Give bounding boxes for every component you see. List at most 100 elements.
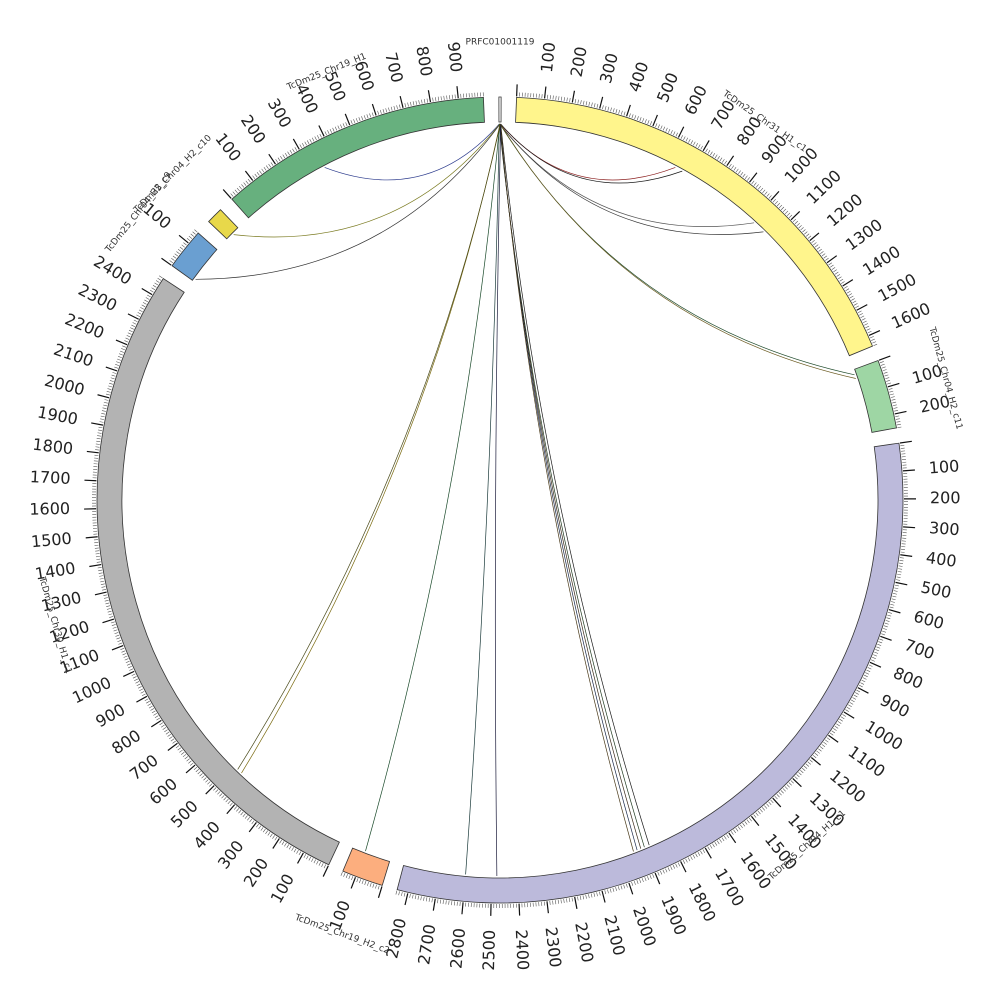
minor-tick	[663, 127, 665, 131]
minor-tick	[671, 130, 673, 134]
minor-tick	[683, 136, 685, 140]
major-tick	[245, 171, 252, 180]
tick-label: 2400	[90, 252, 135, 289]
minor-tick	[133, 676, 137, 678]
minor-tick	[117, 640, 121, 641]
minor-tick	[101, 584, 105, 585]
minor-tick	[797, 774, 800, 777]
minor-tick	[833, 270, 836, 272]
minor-tick	[316, 861, 318, 865]
minor-tick	[853, 301, 856, 303]
minor-tick	[901, 552, 905, 553]
minor-tick	[108, 386, 112, 387]
minor-tick	[246, 181, 248, 184]
minor-tick	[105, 400, 109, 401]
minor-tick	[132, 674, 136, 676]
minor-tick	[886, 620, 890, 621]
major-tick	[457, 86, 458, 98]
major-tick	[895, 411, 907, 414]
major-tick	[123, 671, 134, 676]
major-tick	[896, 582, 908, 584]
minor-tick	[859, 313, 863, 315]
minor-tick	[879, 639, 883, 640]
minor-tick	[825, 258, 828, 260]
minor-tick	[558, 96, 559, 100]
segment-label-PRFC01001119: PRFC01001119	[466, 38, 535, 48]
major-tick	[888, 383, 900, 386]
minor-tick	[103, 595, 107, 596]
minor-tick	[888, 612, 892, 613]
minor-tick	[178, 748, 181, 750]
minor-tick	[292, 847, 294, 850]
segments-layer	[97, 97, 903, 903]
minor-tick	[321, 863, 323, 867]
minor-tick	[173, 256, 176, 258]
minor-tick	[830, 265, 833, 267]
minor-tick	[855, 306, 859, 308]
minor-tick	[605, 106, 606, 110]
minor-tick	[111, 622, 115, 623]
minor-tick	[618, 886, 619, 890]
minor-tick	[847, 707, 850, 709]
minor-tick	[673, 131, 675, 135]
minor-tick	[561, 97, 562, 101]
major-tick	[828, 735, 838, 742]
minor-tick	[356, 118, 357, 122]
minor-tick	[838, 721, 841, 723]
major-tick	[223, 189, 231, 198]
minor-tick	[404, 893, 405, 897]
minor-tick	[171, 739, 174, 741]
major-tick	[681, 861, 686, 872]
minor-tick	[645, 119, 646, 123]
minor-tick	[655, 123, 657, 127]
minor-tick	[152, 711, 155, 713]
minor-tick	[607, 889, 608, 893]
tick-label: 1400	[859, 242, 904, 280]
minor-tick	[736, 828, 738, 831]
minor-tick	[202, 775, 205, 778]
minor-tick	[715, 842, 717, 845]
minor-tick	[101, 587, 105, 588]
major-tick	[678, 127, 683, 138]
minor-tick	[586, 101, 587, 105]
tick-label: 700	[126, 751, 162, 785]
minor-tick	[658, 125, 660, 129]
minor-tick	[835, 272, 838, 274]
minor-tick	[183, 243, 186, 246]
tick-label: 1000	[69, 673, 114, 707]
minor-tick	[715, 155, 717, 158]
minor-tick	[871, 339, 875, 341]
minor-tick	[727, 835, 729, 838]
minor-tick	[725, 161, 727, 164]
minor-tick	[671, 866, 673, 870]
minor-tick	[444, 96, 445, 100]
tick-label: 2400	[512, 929, 533, 971]
minor-tick	[555, 900, 556, 904]
minor-tick	[248, 179, 250, 182]
minor-tick	[639, 879, 640, 883]
minor-tick	[399, 105, 400, 109]
tick-label: 2100	[51, 340, 96, 371]
minor-tick	[850, 296, 853, 298]
minor-tick	[397, 105, 398, 109]
minor-tick	[731, 166, 733, 169]
minor-tick	[141, 691, 145, 693]
minor-tick	[650, 121, 651, 125]
link-chr04h1c1	[500, 124, 641, 849]
minor-tick	[124, 656, 128, 658]
minor-tick	[897, 577, 901, 578]
minor-tick	[787, 784, 790, 787]
minor-tick	[349, 875, 350, 879]
minor-tick	[437, 899, 438, 903]
minor-tick	[835, 726, 838, 728]
minor-tick	[426, 897, 427, 901]
minor-tick	[107, 391, 111, 392]
minor-tick	[795, 776, 798, 779]
minor-tick	[825, 740, 828, 742]
minor-tick	[681, 135, 683, 139]
major-tick	[428, 90, 430, 102]
minor-tick	[241, 184, 244, 187]
major-tick	[91, 423, 103, 425]
tick-label: 500	[167, 796, 202, 831]
minor-tick	[234, 806, 237, 809]
